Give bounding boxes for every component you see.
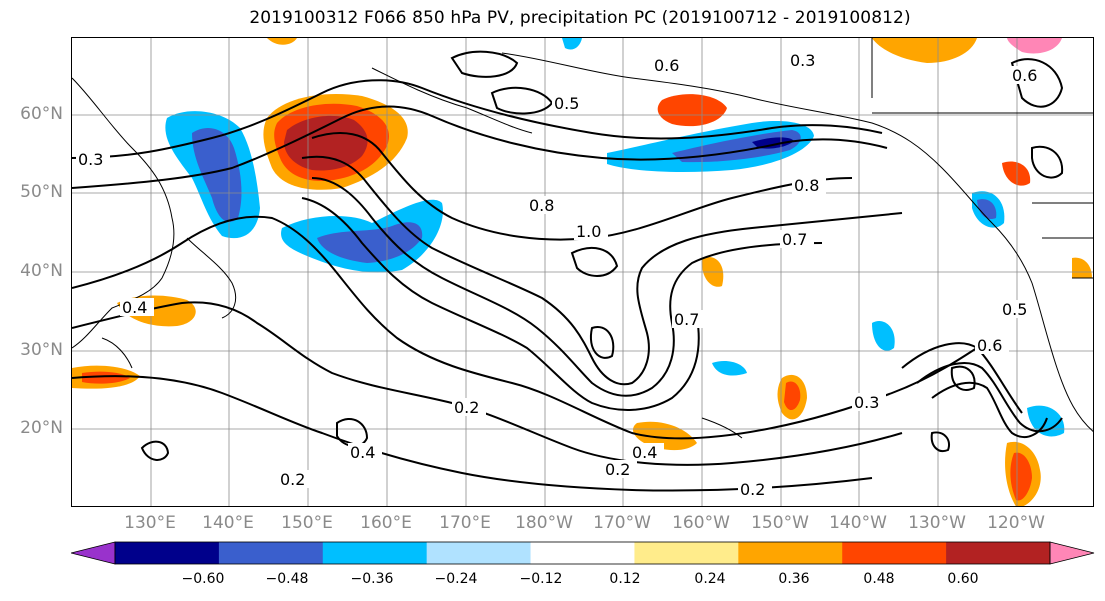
colorbar bbox=[71, 541, 1095, 565]
colorbar-segment bbox=[738, 542, 843, 564]
pv-contours bbox=[72, 50, 1064, 492]
anomaly-region bbox=[872, 38, 977, 63]
lat-label-50n: 50°N bbox=[20, 182, 63, 202]
contour-label: 0.8 bbox=[794, 176, 819, 195]
anomaly-region bbox=[1007, 38, 1062, 54]
contour-label: 1.0 bbox=[576, 222, 601, 241]
lat-label-60n: 60°N bbox=[20, 104, 63, 124]
contour-label: 0.6 bbox=[977, 336, 1002, 355]
colorbar-tick-label: −0.60 bbox=[181, 571, 225, 587]
anomaly-region bbox=[672, 130, 801, 163]
anomaly-region bbox=[317, 222, 423, 263]
lon-label-160w: 160°W bbox=[672, 513, 730, 533]
lat-label-20n: 20°N bbox=[20, 418, 63, 438]
colorbar-segment bbox=[426, 542, 532, 564]
contour-label: 0.4 bbox=[632, 443, 657, 462]
colorbar-tick-label: 0.48 bbox=[863, 571, 895, 587]
anomaly-region bbox=[1002, 161, 1031, 186]
contour-label: 0.3 bbox=[854, 393, 879, 412]
map-panel: 0.3 0.4 0.5 0.6 0.7 0.8 1.0 0.2 0.2 0.3 … bbox=[71, 37, 1094, 507]
anomaly-region bbox=[267, 38, 297, 45]
anomaly-region bbox=[562, 38, 582, 50]
colorbar-segment bbox=[634, 542, 739, 564]
anomaly-region bbox=[657, 94, 727, 127]
contour-label: 0.4 bbox=[350, 443, 375, 462]
anomaly-region bbox=[872, 320, 895, 351]
contour-label: 0.6 bbox=[1012, 66, 1037, 85]
contour-label: 0.5 bbox=[554, 94, 579, 113]
anomaly-region bbox=[1072, 257, 1092, 278]
anomaly-region bbox=[712, 361, 747, 376]
lon-label-140w: 140°W bbox=[829, 513, 887, 533]
colorbar-tick-label: −0.12 bbox=[519, 571, 563, 587]
lat-label-30n: 30°N bbox=[20, 340, 63, 360]
lon-label-180w: 180°W bbox=[515, 513, 573, 533]
colorbar-tick-label: 0.60 bbox=[947, 571, 979, 587]
colorbar-segment bbox=[322, 542, 428, 564]
map-canvas: 0.3 0.4 0.5 0.6 0.7 0.8 1.0 0.2 0.2 0.3 … bbox=[72, 38, 1093, 506]
contour-label: 0.2 bbox=[280, 470, 305, 489]
contour-label: 0.4 bbox=[122, 298, 147, 317]
contour-label: 0.2 bbox=[605, 460, 630, 479]
colorbar-segment bbox=[946, 542, 1051, 564]
contour-label: 0.2 bbox=[740, 480, 765, 499]
lon-label-150e: 150°E bbox=[281, 513, 333, 533]
colorbar-segment bbox=[115, 542, 220, 564]
colorbar-tick-label: 0.36 bbox=[778, 571, 810, 587]
lon-label-140e: 140°E bbox=[202, 513, 254, 533]
anomaly-region bbox=[1010, 452, 1032, 501]
colorbar-tick-label: −0.24 bbox=[434, 571, 478, 587]
contour-label: 0.7 bbox=[674, 310, 699, 329]
colorbar-outline bbox=[114, 541, 1051, 565]
colorbar-tick-label: −0.36 bbox=[350, 571, 394, 587]
contour-label: 0.3 bbox=[78, 150, 103, 169]
colorbar-segment bbox=[218, 542, 324, 564]
contour-label: 0.8 bbox=[529, 196, 554, 215]
colorbar-extend-low bbox=[71, 541, 116, 565]
anomaly-region bbox=[752, 137, 794, 149]
contour-label: 0.7 bbox=[782, 230, 807, 249]
contour-label: 0.2 bbox=[454, 398, 479, 417]
colorbar-segment bbox=[530, 542, 635, 564]
lon-label-130w: 130°W bbox=[908, 513, 966, 533]
contour-label: 0.3 bbox=[790, 51, 815, 70]
anomaly-region bbox=[82, 371, 130, 384]
lon-label-170e: 170°E bbox=[439, 513, 491, 533]
colorbar-tick-label: −0.48 bbox=[265, 571, 309, 587]
coastlines bbox=[72, 38, 1093, 439]
graticule bbox=[72, 38, 1093, 506]
lat-label-40n: 40°N bbox=[20, 261, 63, 281]
colorbar-tick-label: 0.24 bbox=[694, 571, 726, 587]
lon-label-120w: 120°W bbox=[987, 513, 1045, 533]
anomaly-region bbox=[977, 199, 997, 220]
contour-label: 0.6 bbox=[654, 56, 679, 75]
lon-label-130e: 130°E bbox=[124, 513, 176, 533]
anomaly-region bbox=[784, 381, 801, 411]
lon-label-150w: 150°W bbox=[751, 513, 809, 533]
contour-label-group: 0.3 0.4 0.5 0.6 0.7 0.8 1.0 0.2 0.2 0.3 … bbox=[76, 51, 1044, 499]
map-title: 2019100312 F066 850 hPa PV, precipitatio… bbox=[249, 8, 911, 28]
colorbar-segments bbox=[71, 541, 1095, 565]
colorbar-tick-label: 0.12 bbox=[609, 571, 641, 587]
lon-label-170w: 170°W bbox=[593, 513, 651, 533]
lon-label-160e: 160°E bbox=[360, 513, 412, 533]
colorbar-extend-high bbox=[1049, 541, 1095, 565]
contour-label: 0.5 bbox=[1002, 300, 1027, 319]
colorbar-segment bbox=[842, 542, 947, 564]
